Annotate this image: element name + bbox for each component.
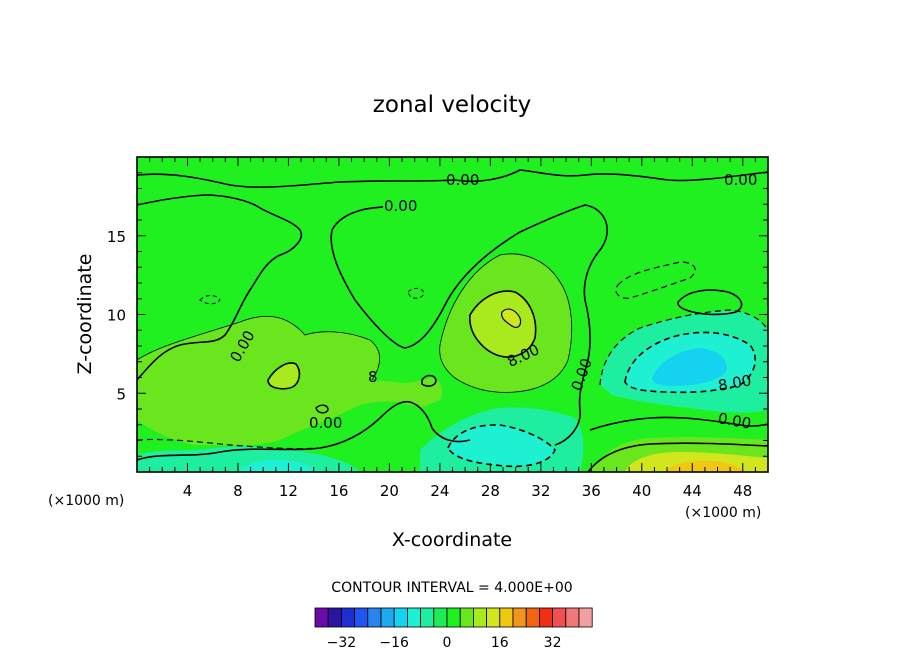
contour-bottom-left-negative bbox=[137, 438, 319, 450]
x-tick-label: 24 bbox=[430, 482, 449, 500]
x-tick-label: 28 bbox=[481, 482, 500, 500]
x-unit-left: (×1000 m) bbox=[48, 493, 124, 509]
contour-label: 0.00 bbox=[724, 171, 757, 189]
region-bottom-left-negative-core bbox=[238, 459, 318, 472]
colorbar-swatch bbox=[539, 607, 554, 628]
x-tick-label: 32 bbox=[531, 482, 550, 500]
colorbar-swatch bbox=[486, 607, 501, 628]
contour-lines bbox=[137, 169, 768, 472]
colorbar-swatch bbox=[525, 607, 540, 628]
contour-right-negative-4 bbox=[599, 309, 768, 386]
contour-zero-bottom-right bbox=[587, 442, 768, 472]
contour-plus4-left bbox=[137, 315, 381, 381]
colorbar-swatch bbox=[420, 607, 435, 628]
contour-label: 8.00 bbox=[717, 371, 753, 395]
contour-zero-top bbox=[137, 169, 768, 188]
y-axis-label: Z-coordinate bbox=[74, 254, 96, 375]
colorbar-swatch bbox=[406, 607, 421, 628]
contour-label: 0.00 bbox=[446, 171, 479, 189]
colorbar-swatch bbox=[552, 607, 567, 628]
y-tick-label: 15 bbox=[107, 228, 126, 246]
colorbar-tick-label: −16 bbox=[379, 635, 409, 651]
region-central-jet-core bbox=[469, 291, 536, 358]
contour-interval: CONTOUR INTERVAL = 4.000E+00 bbox=[331, 580, 572, 596]
x-tick-label: 20 bbox=[380, 482, 399, 500]
colorbar-swatch bbox=[459, 607, 474, 628]
contour-zero-lower-left bbox=[137, 400, 471, 461]
plot-area bbox=[137, 157, 768, 472]
chart-title: zonal velocity bbox=[373, 92, 531, 118]
colorbar-labels: −32 −16 0 16 32 bbox=[327, 635, 562, 651]
colorbar-swatch bbox=[393, 607, 408, 628]
colorbar-swatch bbox=[314, 607, 329, 628]
x-tick-label: 16 bbox=[329, 482, 348, 500]
y-tick-label: 10 bbox=[107, 307, 126, 325]
contour-label: 0.00 bbox=[717, 409, 753, 433]
x-tick-label: 12 bbox=[279, 482, 298, 500]
contour-bottom-center-negative bbox=[447, 424, 556, 468]
x-unit-right: (×1000 m) bbox=[685, 505, 761, 521]
contour-upper-right-closed bbox=[677, 289, 743, 316]
x-tick-label: 48 bbox=[733, 482, 752, 500]
contour-label: 0.00 bbox=[384, 197, 417, 215]
colorbar-swatch bbox=[367, 607, 382, 628]
contour-island-2 bbox=[315, 404, 329, 414]
x-tick-label: 44 bbox=[683, 482, 702, 500]
colorbar-swatch bbox=[578, 607, 593, 628]
contour-right-negative-8 bbox=[624, 331, 756, 394]
colorbar-swatch bbox=[433, 607, 448, 628]
colorbar-tick-label: 0 bbox=[443, 635, 452, 651]
colorbar-swatch bbox=[446, 607, 461, 628]
colorbar-tick-label: 32 bbox=[544, 635, 562, 651]
contour-label: 8 bbox=[368, 368, 378, 386]
region-left-core bbox=[268, 362, 300, 389]
region-bottom-center-negative-core bbox=[448, 424, 555, 467]
contour-island-1 bbox=[421, 374, 437, 387]
colorbar-swatch bbox=[340, 607, 355, 628]
x-axis-label: X-coordinate bbox=[392, 529, 512, 551]
colorbar-swatch bbox=[499, 607, 514, 628]
colorbar bbox=[314, 607, 593, 628]
contour-upper-right-dashed bbox=[615, 261, 696, 299]
contour-zero-inverted-v bbox=[330, 204, 609, 446]
colorbar-tick-label: −32 bbox=[327, 635, 357, 651]
region-central-jet-max bbox=[501, 309, 521, 328]
contour-zero-right bbox=[589, 416, 768, 431]
colorbar-swatch bbox=[354, 607, 369, 628]
contour-label: 0.00 bbox=[309, 414, 342, 432]
colorbar-swatch bbox=[327, 607, 342, 628]
contour-left-core bbox=[267, 362, 301, 390]
colorbar-swatch bbox=[565, 607, 580, 628]
x-tick-label: 36 bbox=[582, 482, 601, 500]
contour-small-dashed bbox=[199, 295, 221, 305]
y-tick-label: 5 bbox=[116, 385, 126, 403]
colorbar-swatch bbox=[380, 607, 395, 628]
contour-central-jet-8 bbox=[469, 290, 537, 358]
colorbar-swatch bbox=[472, 607, 487, 628]
contour-zero-left bbox=[137, 194, 302, 381]
colorbar-swatch bbox=[512, 607, 527, 628]
colorbar-tick-label: 16 bbox=[491, 635, 509, 651]
x-tick-label: 8 bbox=[233, 482, 243, 500]
contour-plus4-jet bbox=[439, 253, 573, 393]
contour-central-jet-12 bbox=[501, 308, 522, 329]
region-right-negative-min bbox=[652, 348, 727, 386]
x-tick-label: 4 bbox=[183, 482, 193, 500]
x-tick-label: 40 bbox=[632, 482, 651, 500]
region-bottom-right-positive-max bbox=[665, 460, 745, 472]
